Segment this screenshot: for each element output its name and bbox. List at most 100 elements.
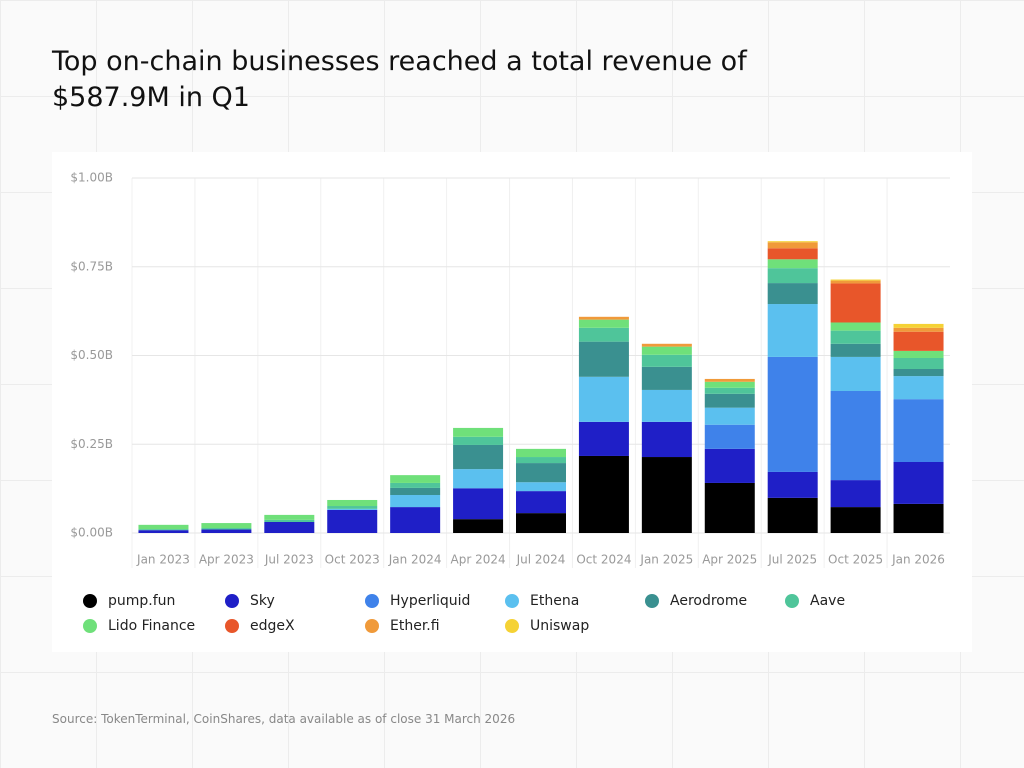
bar-segment [390,487,441,496]
y-tick-label: $1.00B [70,171,113,185]
x-tick-label: Jul 2025 [767,553,817,567]
bar-segment [138,524,189,530]
bar-segment [893,503,944,533]
chart-title: Top on-chain businesses reached a total … [52,46,747,113]
bar-segment [641,421,692,458]
legend-marker [225,594,239,608]
legend-label: Aave [810,593,845,609]
bar-segment [578,455,629,533]
legend-marker [785,594,799,608]
bar-segment [641,343,692,347]
legend-label: Ether.fi [390,618,440,634]
bar-segment [453,488,504,520]
y-tick-label: $0.75B [70,259,113,273]
bar-segment [516,448,566,458]
bar-segment [264,514,315,520]
bar-segment [578,316,629,320]
bar-segment [578,319,629,328]
bar-segment [453,519,504,533]
bar-segment [390,507,441,533]
bar-segment [201,529,252,533]
x-tick-label: Jan 2025 [639,553,693,567]
bar-segment [830,322,881,331]
x-tick-label: Apr 2025 [702,553,757,567]
x-tick-label: Jan 2026 [891,553,945,567]
bar-segment [893,462,944,504]
bar-segment [704,448,755,483]
bar-segment [327,506,378,509]
bar-segment [704,482,755,533]
legend-marker [505,594,519,608]
bar-segment [767,268,818,284]
bar-segment [893,327,944,332]
legend-marker [225,619,239,633]
bar-segment [641,366,692,390]
bar-segment [264,521,315,533]
bar-segment [641,346,692,355]
bar-segment [830,280,881,284]
bar-segment [893,331,944,351]
x-tick-label: Apr 2023 [199,553,254,567]
bar-segment [390,475,441,483]
bar-segment [767,248,818,260]
x-tick-label: Oct 2025 [828,553,883,567]
x-tick-label: Apr 2024 [451,553,506,567]
chart: $0.00B $0.25B $0.50B $0.75B $1.00B Jan 2023 Ap… [70,171,950,634]
bar-segment [327,499,378,507]
x-tick-label: Jan 2024 [388,553,442,567]
bar-segment [453,469,504,489]
legend-marker [645,594,659,608]
bar-segment [830,356,881,391]
bar-segment [516,457,566,464]
bar-segment [767,497,818,533]
legend-marker [83,619,97,633]
bar-segment [453,444,504,470]
bar-segment [390,495,441,508]
bar-segment [767,304,818,357]
legend-marker [365,594,379,608]
bar-segment [327,509,378,533]
bar-segment [830,283,881,323]
x-tick-label: Oct 2023 [325,553,380,567]
legend-label: Sky [250,593,275,609]
bar-segment [893,368,944,377]
bar-segment [516,463,566,483]
bar-segment [201,528,252,530]
y-tick-label: $0.00B [70,526,113,540]
bar-segment [893,376,944,400]
bar-segment [893,399,944,462]
legend-label: edgeX [250,618,295,634]
bar-segment [516,513,566,533]
bar-segment [201,523,252,529]
bar-segment [578,327,629,342]
bar-segment [138,529,189,531]
bar-segment [578,376,629,422]
bar-segment [893,323,944,328]
bar-segment [830,507,881,533]
bar-segment [830,279,881,281]
bar-segment [453,427,504,437]
bar-segment [767,241,818,243]
legend-label: Uniswap [530,618,589,634]
legend-label: Lido Finance [108,618,195,634]
bar-segment [264,519,315,522]
x-tick-label: Jan 2023 [136,553,190,567]
legend-label: Ethena [530,593,579,609]
legend-label: pump.fun [108,593,175,609]
bar-segment [516,491,566,514]
bar-segment [704,378,755,382]
bar-segment [327,508,378,510]
bar-segment [641,354,692,367]
bar-segment [704,381,755,388]
legend-label: Aerodrome [670,593,747,609]
chart-panel [52,152,972,652]
x-tick-label: Oct 2024 [576,553,631,567]
bar-segment [830,330,881,344]
bar-segment [893,350,944,358]
bar-segment [830,391,881,481]
source-note: Source: TokenTerminal, CoinShares, data … [52,712,516,726]
bar-segment [893,357,944,369]
bar-segment [704,407,755,425]
bar-segment [138,530,189,533]
bar-segment [641,389,692,422]
